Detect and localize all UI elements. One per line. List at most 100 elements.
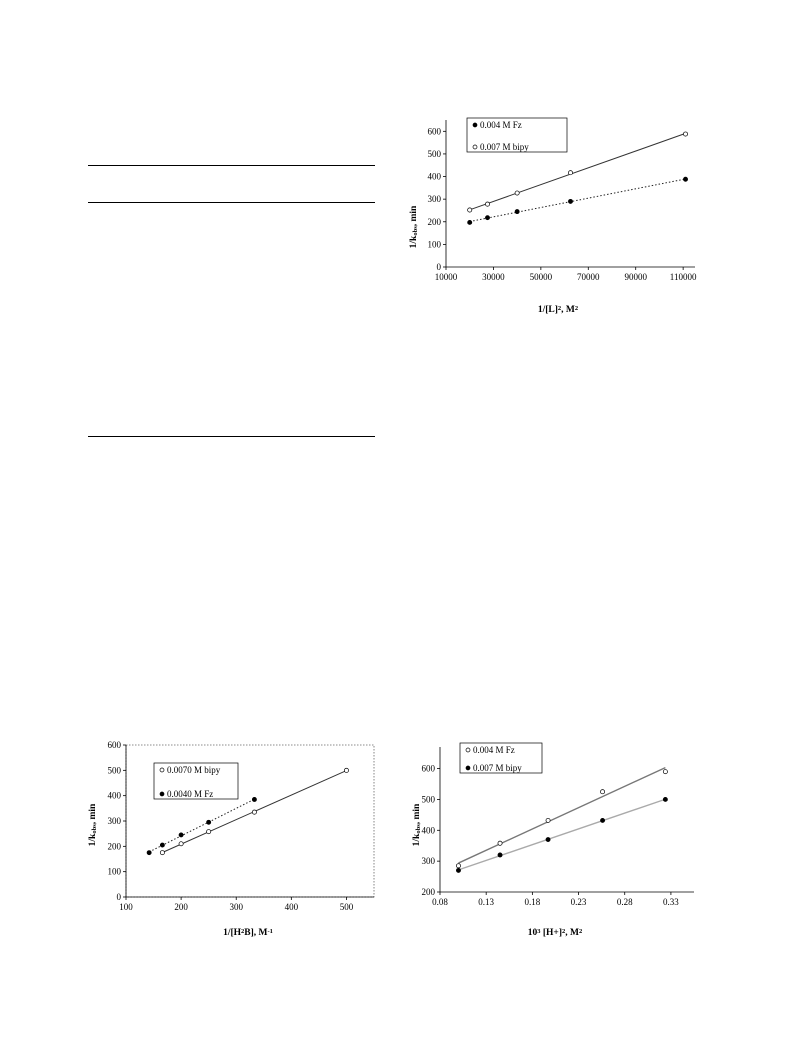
data-point: [456, 863, 461, 869]
data-point: [514, 209, 520, 215]
y-tick-label: 0: [437, 262, 442, 272]
legend-marker: [159, 791, 165, 797]
x-axis-label: 1/[H2B], M-1: [223, 928, 273, 938]
legend-box: [466, 117, 568, 153]
trend-line-0: [458, 766, 666, 864]
legend-entry: 0.0070 M bipy: [167, 765, 221, 775]
data-point: [343, 767, 349, 773]
x-tick-label: 200: [174, 902, 188, 912]
data-point: [206, 829, 212, 835]
y-tick-label: 600: [428, 126, 442, 136]
trend-line-0: [469, 178, 686, 223]
series-layer: [456, 766, 668, 873]
data-point: [683, 176, 688, 182]
y-tick-label: 600: [108, 740, 122, 750]
data-point: [206, 819, 212, 825]
y-tick-label: 300: [422, 856, 436, 866]
legend: 0.004 M Fz 0.007 M bipy: [466, 117, 568, 153]
legend-entry: 0.007 M bipy: [480, 142, 529, 152]
y-tick-label: 200: [108, 841, 122, 851]
data-point: [568, 198, 573, 204]
table-bottom-rule: [88, 436, 375, 437]
y-tick-label: 400: [108, 791, 122, 801]
data-point: [514, 190, 520, 196]
chart-h2b: 100 200 300 400 500 0 100 200 300 400 500 600 0.00…: [88, 740, 375, 938]
data-point: [600, 789, 606, 795]
legend-marker: [472, 122, 478, 128]
x-tick-labels: 0.08 0.13 0.18 0.23 0.28 0.33: [432, 892, 679, 907]
table-top-rule: [88, 165, 375, 166]
data-point: [159, 842, 165, 848]
table-header-rule: [88, 202, 375, 203]
legend-entry: 0.007 M bipy: [473, 763, 522, 773]
legend: 0.004 M Fz 0.007 M bipy: [459, 742, 543, 774]
y-tick-label: 100: [108, 867, 122, 877]
data-point: [178, 841, 184, 847]
y-tick-label: 200: [422, 887, 436, 897]
legend-marker: [159, 767, 165, 773]
x-tick-label: 110000: [670, 272, 697, 282]
y-tick-labels: 0 100 200 300 400 500 600: [108, 740, 126, 902]
x-tick-label: 0.08: [432, 897, 448, 907]
x-tick-label: 300: [229, 902, 243, 912]
data-point: [485, 201, 490, 207]
legend-marker: [465, 765, 471, 771]
data-point: [159, 850, 165, 856]
y-tick-label: 600: [422, 764, 436, 774]
x-tick-label: 0.23: [571, 897, 587, 907]
y-tick-labels: 0 100 200 300 400 500 600: [428, 126, 446, 272]
legend-marker: [472, 144, 478, 150]
x-tick-label: 400: [285, 902, 299, 912]
y-axis-label: 1/kobs, min: [409, 205, 419, 248]
x-tick-label: 0.18: [524, 897, 540, 907]
legend-entry: 0.004 M Fz: [480, 120, 522, 130]
x-tick-labels: 100 200 300 400 500: [119, 897, 354, 912]
x-tick-label: 0.33: [663, 897, 679, 907]
x-axis-label: 103 [H+]2, M2: [528, 928, 582, 938]
x-tick-label: 0.28: [617, 897, 633, 907]
data-point: [467, 207, 473, 213]
data-point: [497, 852, 503, 858]
y-tick-label: 300: [108, 816, 122, 826]
x-tick-label: 0.13: [478, 897, 494, 907]
y-tick-label: 500: [108, 765, 122, 775]
x-axis-label: 1/[L]2, M2: [538, 305, 578, 315]
data-point: [251, 809, 257, 815]
plot-area: [439, 747, 694, 893]
data-point: [545, 837, 551, 843]
plot-area: [445, 120, 695, 268]
data-point: [683, 131, 688, 137]
trend-line-1: [469, 132, 686, 211]
data-point: [456, 867, 461, 873]
legend-entry: 0.0040 M Fz: [167, 789, 213, 799]
x-tick-label: 10000: [435, 272, 458, 282]
data-point: [467, 219, 473, 225]
data-point: [146, 850, 152, 856]
data-point: [497, 840, 503, 846]
data-point: [600, 817, 606, 823]
trend-line-1: [458, 798, 666, 871]
data-point: [251, 797, 257, 802]
legend-marker: [465, 747, 471, 753]
data-point: [662, 769, 668, 775]
legend-box: [153, 762, 239, 800]
y-tick-label: 200: [428, 217, 442, 227]
y-tick-label: 400: [428, 172, 442, 182]
y-tick-label: 400: [422, 825, 436, 835]
x-tick-label: 90000: [624, 272, 647, 282]
x-tick-label: 100: [119, 902, 133, 912]
y-tick-labels: 200 300 400 500 600: [422, 764, 440, 897]
series-layer: [146, 767, 349, 856]
x-tick-label: 30000: [482, 272, 505, 282]
data-point: [568, 170, 573, 176]
y-tick-label: 300: [428, 194, 442, 204]
x-tick-label: 50000: [530, 272, 553, 282]
y-tick-label: 100: [428, 239, 442, 249]
y-axis-label: 1/kobs, min: [412, 803, 422, 846]
legend-entry: 0.004 M Fz: [473, 745, 515, 755]
y-tick-label: 0: [117, 892, 122, 902]
x-tick-label: 70000: [577, 272, 600, 282]
legend: 0.0070 M bipy 0.0040 M Fz: [153, 762, 239, 800]
y-tick-label: 500: [422, 794, 436, 804]
y-tick-label: 500: [428, 149, 442, 159]
